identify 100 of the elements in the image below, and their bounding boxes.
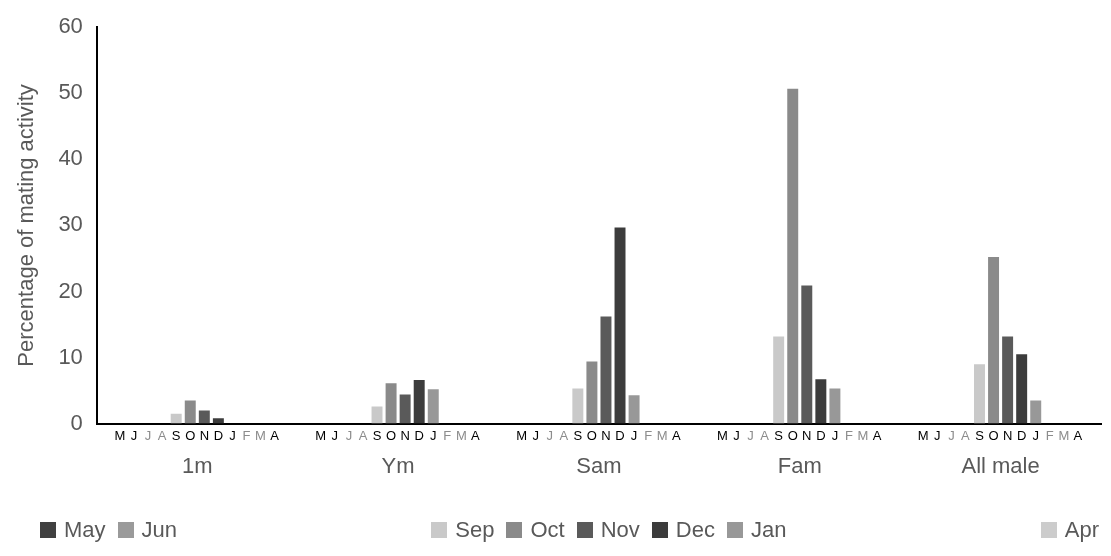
text: O [386,427,397,443]
text: M [857,427,869,443]
y-tick-label: 0 [70,409,83,435]
text: J [345,427,353,443]
bar [427,389,439,424]
text: M [255,427,266,443]
x-tick-label: Fam [777,452,822,478]
text: M [114,427,126,443]
bar [198,410,210,424]
text: J [130,427,138,443]
text: O [787,427,798,443]
text: N [400,427,410,443]
legend-label: Sep [455,517,495,543]
text: N [1002,427,1013,443]
legend-label: Nov [600,517,640,543]
text: J [831,427,839,443]
y-axis-title: Percentage of mating activity [13,84,39,367]
text: J [532,427,539,443]
text: F [1045,427,1054,443]
text: S [171,427,181,443]
text: A [760,427,769,443]
legend-label: Dec [675,517,715,543]
text: A [157,427,167,443]
text: J [630,427,638,443]
text: D [213,427,224,443]
bar [170,413,182,424]
text: J [1032,427,1039,443]
bar [829,388,841,424]
text: D [414,427,424,443]
text: F [443,427,452,443]
text: S [975,427,984,443]
bar [614,227,626,424]
text: A [961,427,970,443]
text: J [747,427,754,443]
text: J [144,427,152,443]
x-tick-label: 1m [182,452,213,478]
text: J [948,427,955,443]
text: O [185,427,196,443]
bar [1016,354,1028,424]
legend-label: Jun [141,517,178,543]
bar [1030,400,1042,424]
bar [787,88,799,424]
bar [600,316,612,424]
text: M [516,427,528,443]
text: J [430,427,437,443]
bar [385,383,397,424]
bar [586,361,598,424]
text: J [733,427,740,443]
y-tick-label: 10 [58,343,83,369]
bar [974,364,985,424]
text: N [802,427,812,443]
text: M [917,427,929,443]
text: M [315,427,327,443]
bar [572,388,584,424]
y-tick-label: 40 [58,145,83,171]
bar [212,418,224,424]
text: N [199,427,210,443]
bar [184,400,196,424]
legend-label: Apr [1064,517,1099,543]
text: O [988,427,999,443]
text: J [546,427,553,443]
legend-label: Jan [750,517,787,543]
text: O [586,427,597,443]
bar [628,395,640,424]
text: F [242,427,251,443]
text: M [717,427,728,443]
text: A [671,427,681,443]
bar [399,394,411,424]
text: J [331,427,339,443]
bar [988,257,1000,424]
x-tick-label: All male [961,452,1040,478]
x-tick-label: Sam [576,452,622,478]
text: S [774,427,784,443]
y-tick-label: 50 [58,79,83,105]
legend-label: May [64,517,106,543]
y-tick-label: 30 [58,211,83,237]
text: M [1058,427,1070,443]
text: D [1016,427,1027,443]
text: J [934,427,941,443]
text: N [601,427,611,443]
bar [801,285,813,424]
bar [413,380,425,424]
text: J [229,427,236,443]
text: F [644,427,653,443]
bar [773,336,785,424]
text: M [656,427,668,443]
bar [1002,336,1014,424]
bar [815,379,827,424]
x-tick-label: Ym [381,452,415,478]
text: A [358,427,368,443]
text: D [816,427,826,443]
text: A [471,427,480,443]
text: M [455,427,467,443]
text: F [844,427,853,443]
bar [371,406,383,424]
text: D [615,427,625,443]
text: A [270,427,280,443]
text: S [573,427,583,443]
y-tick-label: 20 [58,277,83,303]
text: A [872,427,882,443]
